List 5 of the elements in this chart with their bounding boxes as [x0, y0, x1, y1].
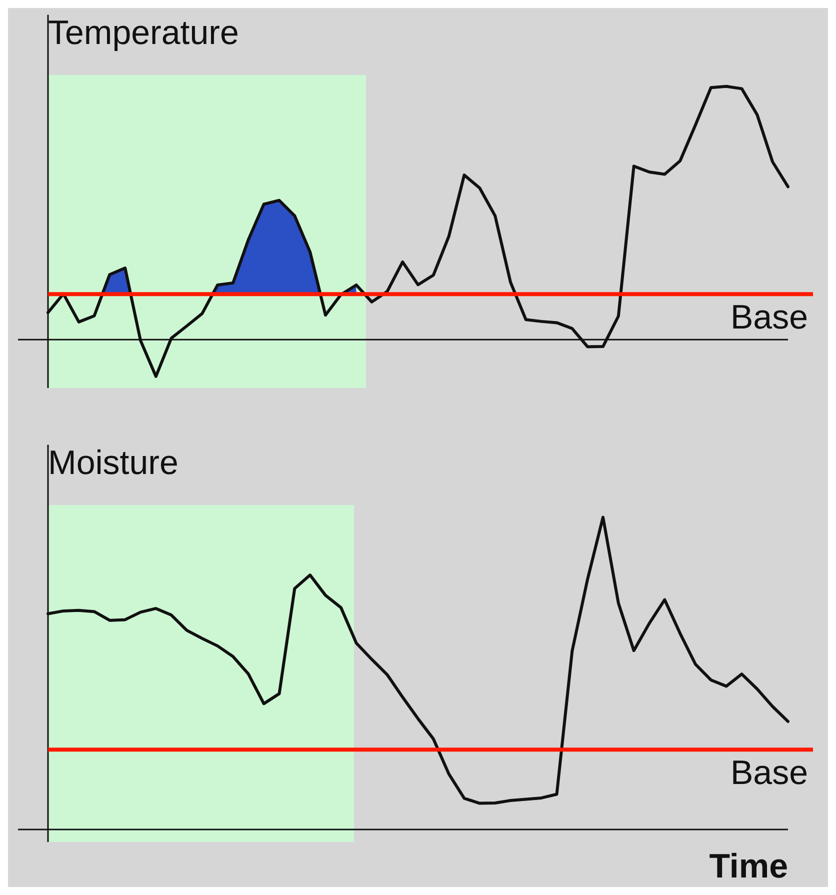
x-axis-title: Time	[709, 847, 788, 886]
chart-title: Moisture	[48, 444, 178, 482]
ref-line-label: Base	[730, 298, 808, 336]
ref-line-label: Base	[730, 754, 808, 792]
chart-title: Temperature	[48, 14, 239, 52]
